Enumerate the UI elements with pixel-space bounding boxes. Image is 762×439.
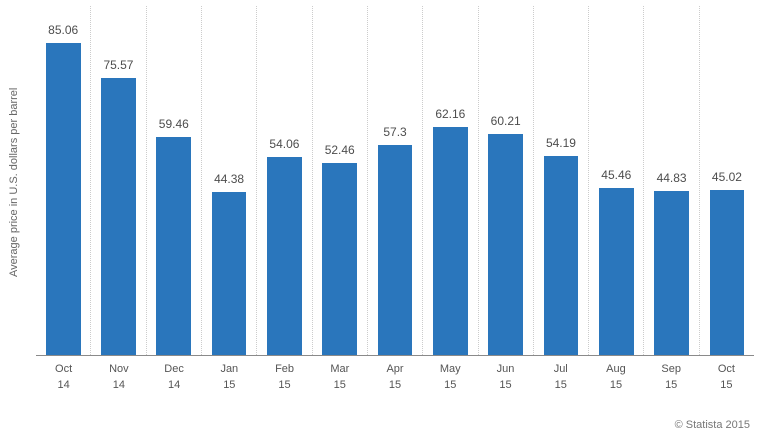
bar-column: 57.3 — [368, 6, 424, 355]
bar-value-label: 44.38 — [214, 172, 245, 186]
x-tick-label: Dec 14 — [164, 363, 184, 391]
x-tick-label: Jan 15 — [220, 363, 239, 391]
bar — [101, 78, 136, 355]
bar — [432, 127, 468, 355]
bar-column: 75.57 — [91, 6, 147, 355]
bar-value-label: 52.46 — [324, 143, 355, 157]
x-tick-label: Apr 15 — [386, 363, 404, 391]
bar-column: 45.02 — [700, 6, 754, 355]
bar — [156, 137, 192, 355]
x-tick-label: Oct 15 — [717, 363, 735, 391]
bar — [598, 188, 634, 355]
bar-column: 54.06 — [257, 6, 313, 355]
bar-column: 45.46 — [589, 6, 645, 355]
y-axis-label: Average price in U.S. dollars per barrel — [8, 87, 20, 277]
x-tick-label: Aug 15 — [606, 363, 626, 391]
copyright-note: © Statista 2015 — [674, 419, 750, 431]
bar — [211, 192, 247, 355]
bar-column: 44.83 — [644, 6, 700, 355]
bar-column: 44.38 — [202, 6, 258, 355]
bar-column: 85.06 — [36, 6, 92, 355]
x-tick-label: Jul 15 — [553, 363, 568, 391]
bar-column: 60.21 — [479, 6, 534, 355]
bar — [322, 163, 358, 355]
x-tick-label: May 15 — [439, 363, 461, 391]
x-tick-label: Oct 14 — [55, 363, 73, 391]
bar-value-label: 54.06 — [269, 137, 300, 151]
bar-value-label: 62.16 — [435, 107, 466, 121]
bar — [488, 134, 524, 355]
x-tick-label: Nov 14 — [109, 363, 129, 391]
x-tick-label: Feb 15 — [275, 363, 295, 391]
bar-value-label: 75.57 — [103, 58, 134, 72]
x-tick-label: Jun 15 — [496, 363, 515, 391]
bar-value-label: 44.83 — [656, 171, 687, 185]
bar-column: 59.46 — [147, 6, 202, 355]
bar — [543, 156, 579, 355]
bar-value-label: 85.06 — [48, 23, 79, 37]
chart-area: 85.06 75.57 59.46 44.38 54.06 52.46 57.3 62.16 6… — [36, 6, 754, 394]
bar — [709, 190, 745, 355]
bar-value-label: 54.19 — [545, 136, 576, 150]
x-tick-label: Sep 15 — [661, 363, 681, 391]
bar-value-label: 45.46 — [601, 168, 632, 182]
bar — [377, 145, 413, 355]
bar-column: 62.16 — [423, 6, 479, 355]
bar-value-label: 45.02 — [711, 170, 742, 184]
bar — [267, 157, 302, 355]
bar-value-label: 60.21 — [490, 114, 521, 128]
bar-value-label: 57.3 — [383, 125, 407, 139]
x-axis: Oct 14 Nov 14 Dec 14 Jan 15 Feb 15 Mar 15 Apr 15 May 15… — [36, 356, 754, 394]
plot-area: 85.06 75.57 59.46 44.38 54.06 52.46 57.3 62.16 6… — [36, 6, 754, 356]
bar-column: 54.19 — [534, 6, 590, 355]
bar — [45, 43, 81, 355]
x-tick-label: Mar 15 — [330, 363, 350, 391]
bar-value-label: 59.46 — [158, 117, 189, 131]
bar — [654, 191, 689, 355]
bar-column: 52.46 — [313, 6, 368, 355]
